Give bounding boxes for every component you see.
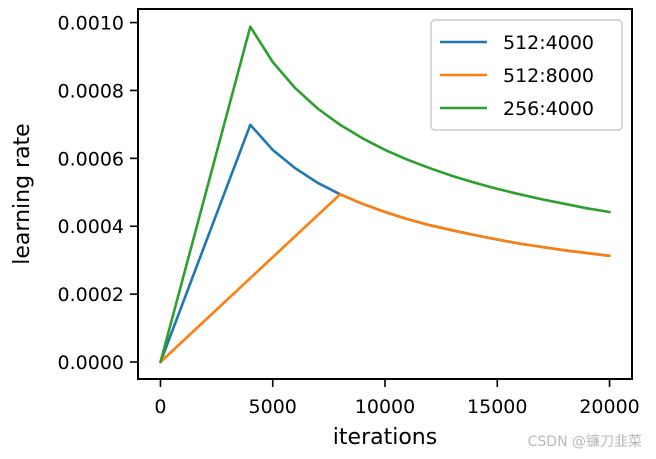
y-tick-label: 0.0000 [58,352,124,374]
x-tick-label: 20000 [579,396,639,418]
ticks-layer: 0 5000 10000 15000 20000 0.0000 0.0002 0.0004 0.… [58,13,640,418]
series-line-0 [159,123,611,364]
y-tick-label: 0.0008 [58,80,124,102]
legend-label-2: 256:4000 [503,98,594,120]
series-line-1 [159,193,611,364]
legend: 512:4000 512:8000 256:4000 [430,19,623,131]
legend-label-1: 512:8000 [503,65,594,87]
legend-box [430,19,623,131]
x-axis-label: iterations [333,425,437,450]
series-layer [159,25,611,364]
x-tick-label: 15000 [467,396,527,418]
x-tick-label: 5000 [249,396,297,418]
y-tick-label: 0.0002 [58,284,124,306]
y-tick-label: 0.0010 [58,13,124,35]
watermark-text: CSDN @镰刀韭菜 [527,434,642,450]
x-tick-label: 0 [154,396,166,418]
y-tick-label: 0.0004 [58,216,124,238]
y-tick-label: 0.0006 [58,148,124,170]
legend-label-0: 512:4000 [503,32,594,54]
series-line-2 [159,25,611,364]
x-tick-label: 10000 [355,396,415,418]
y-axis-label: learning rate [10,123,35,264]
